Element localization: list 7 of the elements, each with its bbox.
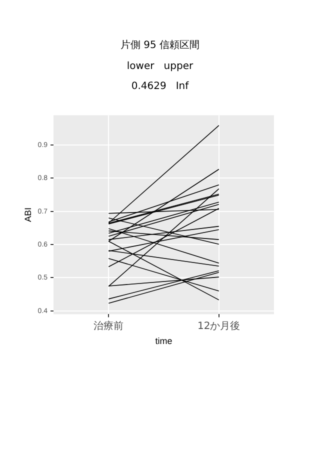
x-axis-title: time xyxy=(155,336,172,346)
text: lower upper xyxy=(126,61,194,72)
x-tick-label: 治療前 xyxy=(94,320,124,332)
x-tick-label: 12か月後 xyxy=(198,320,240,332)
y-axis-title: ABI xyxy=(22,207,33,222)
text: 0.4629 Inf xyxy=(130,81,190,92)
chart-title: 片側 95 信頼区間 xyxy=(119,38,201,52)
